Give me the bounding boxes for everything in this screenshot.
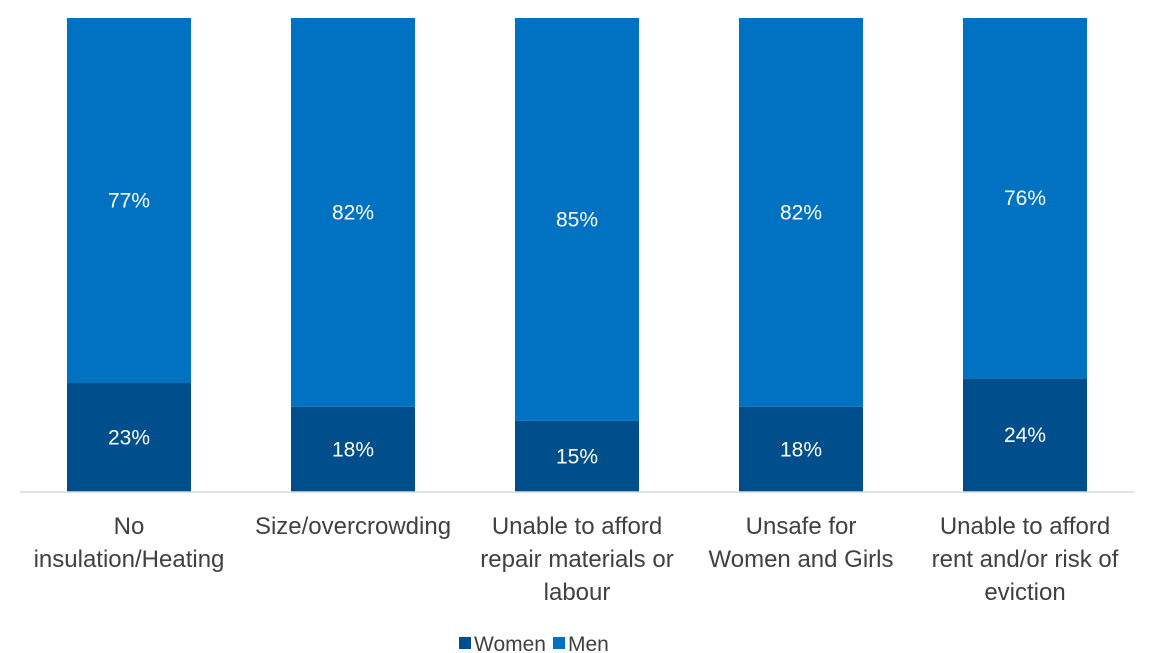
legend-swatch-men xyxy=(553,637,565,649)
bar-men-0 xyxy=(67,18,191,383)
data-label-men-1: 82% xyxy=(332,201,374,224)
category-label-line: Unable to afford xyxy=(940,513,1110,540)
data-label-women-1: 18% xyxy=(332,438,374,461)
category-label-line: eviction xyxy=(984,579,1065,606)
category-label-2: Unable to afford repair materials or labou… xyxy=(480,513,673,606)
category-label-line: insulation/Heating xyxy=(34,546,225,573)
data-label-women-2: 15% xyxy=(556,445,598,468)
category-label-4: Unable to afford rent and/or risk of evict… xyxy=(932,513,1119,606)
category-label-line: repair materials or xyxy=(480,546,673,573)
bar-men-1 xyxy=(291,18,415,407)
category-label-0: No insulation/Heating xyxy=(34,513,225,573)
bar-men-4 xyxy=(963,18,1087,379)
bars-group xyxy=(67,18,1087,492)
category-label-line: No xyxy=(114,513,145,540)
category-label-3: Unsafe for Women and Girls xyxy=(709,513,894,573)
category-label-line: rent and/or risk of xyxy=(932,546,1119,573)
legend-swatch-women xyxy=(459,637,471,649)
data-label-men-0: 77% xyxy=(108,189,150,212)
category-labels-group: No insulation/Heating Size/overcrowding Una… xyxy=(34,513,1119,606)
data-label-women-0: 23% xyxy=(108,426,150,449)
category-label-line: Women and Girls xyxy=(709,546,894,573)
bar-women-1 xyxy=(291,406,415,492)
bar-men-3 xyxy=(739,18,863,407)
data-label-women-3: 18% xyxy=(780,438,822,461)
category-label-line: Unsafe for xyxy=(746,513,857,540)
data-label-women-4: 24% xyxy=(1004,424,1046,447)
bar-women-4 xyxy=(963,378,1087,492)
legend-label-men: Men xyxy=(568,633,609,653)
category-label-line: Size/overcrowding xyxy=(255,513,451,540)
category-label-1: Size/overcrowding xyxy=(255,513,451,540)
category-label-line: labour xyxy=(544,579,611,606)
bar-women-0 xyxy=(67,382,191,492)
data-labels-group: 23% 77% 18% 82% 15% 85% 18% 82% 24% 76% xyxy=(108,187,1046,468)
category-label-line: Unable to afford xyxy=(492,513,662,540)
data-label-men-3: 82% xyxy=(780,201,822,224)
data-label-men-4: 76% xyxy=(1004,187,1046,210)
legend-label-women: Women xyxy=(474,633,546,653)
bar-women-2 xyxy=(515,420,639,492)
bar-women-3 xyxy=(739,406,863,492)
bar-men-2 xyxy=(515,18,639,421)
legend: Women Men xyxy=(459,633,609,653)
data-label-men-2: 85% xyxy=(556,208,598,231)
